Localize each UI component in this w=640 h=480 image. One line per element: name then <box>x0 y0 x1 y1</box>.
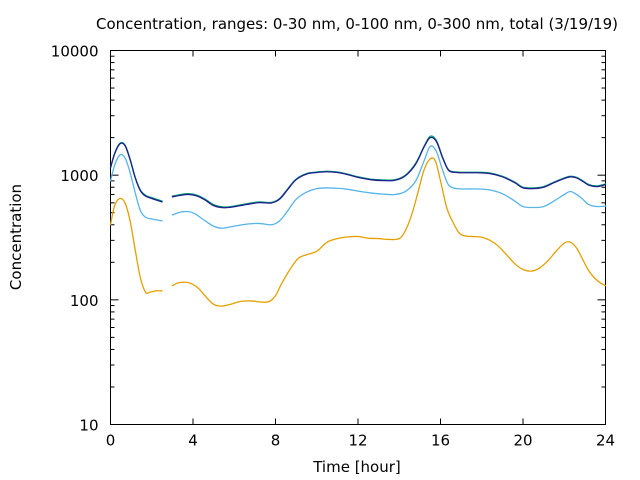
series-lines <box>109 135 607 307</box>
x-tick-label: 4 <box>188 432 198 450</box>
x-tick-label: 16 <box>431 432 450 450</box>
y-tick-label: 10 <box>79 417 98 435</box>
series-1-line-segment-2 <box>171 157 607 307</box>
x-tick-label: 8 <box>271 432 281 450</box>
y-tick-label: 100 <box>70 292 99 310</box>
series-2-line-segment-1 <box>109 153 163 222</box>
x-tick-label: 0 <box>106 432 116 450</box>
y-tick-label: 10000 <box>51 43 99 61</box>
series-2-line-segment-2 <box>171 145 607 229</box>
chart-title: Concentration, ranges: 0-30 nm, 0-100 nm… <box>96 15 618 33</box>
x-tick-label: 20 <box>513 432 532 450</box>
y-tick-label: 1000 <box>60 167 98 185</box>
series-3-line-segment-1 <box>109 141 163 202</box>
x-tick-label: 12 <box>348 432 367 450</box>
axis-ticks: 0 4 8 12 16 20 24 10 100 1000 10000 <box>51 43 615 450</box>
plot-frame <box>110 50 606 425</box>
series-4-line-segment-2 <box>171 136 607 209</box>
series-4-line-segment-1 <box>109 142 163 203</box>
series-1-line-segment-1 <box>109 197 163 295</box>
series-3-line-segment-2 <box>171 135 607 208</box>
x-tick-label: 24 <box>596 432 615 450</box>
x-axis-label: Time [hour] <box>312 458 401 476</box>
y-axis-label: Concentration <box>7 184 25 290</box>
